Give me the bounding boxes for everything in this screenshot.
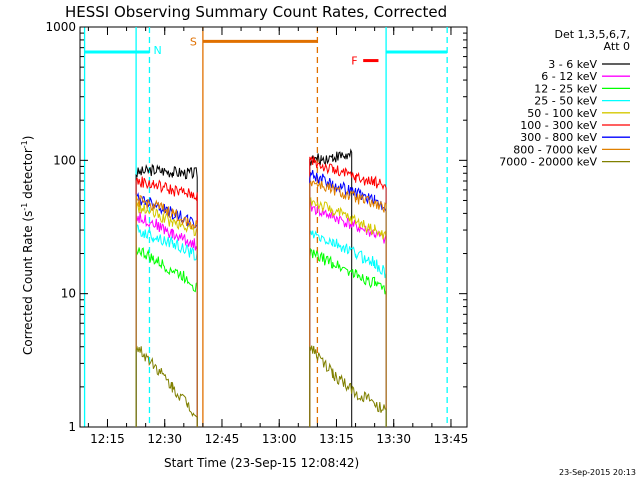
flag-label: F xyxy=(351,55,357,68)
series-line-800-7000-kev xyxy=(135,194,198,427)
series-line-3-6-kev xyxy=(309,148,353,427)
vertical-lines-layer xyxy=(83,27,448,427)
chart-title: HESSI Observing Summary Count Rates, Cor… xyxy=(65,3,447,21)
y-tick-label: 100 xyxy=(53,153,76,167)
series-line-50-100-kev xyxy=(135,202,198,427)
x-tick-label: 13:00 xyxy=(262,432,297,446)
series-line-7000-20000-kev xyxy=(309,345,387,427)
y-ticks-layer: 1 10 100 1000 xyxy=(45,20,467,434)
series-line-6-12-kev xyxy=(135,211,198,427)
legend-label: 12 - 25 keV xyxy=(534,82,597,95)
flag-layer: N S F xyxy=(84,35,448,68)
series-line-100-300-kev xyxy=(135,176,198,427)
timestamp: 23-Sep-2015 20:13 xyxy=(559,468,636,477)
series-line-12-25-kev xyxy=(135,244,198,427)
legend-label: 300 - 800 keV xyxy=(520,131,597,144)
x-ticks-layer: 12:15 12:30 12:45 13:00 13:15 13:30 13:45 xyxy=(87,27,469,446)
flag-label: N xyxy=(153,44,161,57)
series-line-50-100-kev xyxy=(309,196,387,427)
series-line-7000-20000-kev xyxy=(135,345,198,427)
series-line-300-800-kev xyxy=(135,192,198,427)
y-tick-label: 1 xyxy=(68,420,76,434)
x-tick-label: 12:45 xyxy=(205,432,240,446)
series-line-100-300-kev xyxy=(309,155,387,427)
legend-label: 25 - 50 keV xyxy=(534,95,597,108)
legend-label: 100 - 300 keV xyxy=(520,119,597,132)
x-axis-label: Start Time (23-Sep-15 12:08:42) xyxy=(164,456,359,470)
x-tick-label: 13:30 xyxy=(376,432,411,446)
y-tick-label: 1000 xyxy=(45,20,76,34)
legend-label: 6 - 12 keV xyxy=(541,70,597,83)
legend-label: 50 - 100 keV xyxy=(527,107,597,120)
flag-label: S xyxy=(190,35,197,48)
series-line-25-50-kev xyxy=(309,230,387,427)
y-tick-label: 10 xyxy=(61,287,76,301)
x-tick-label: 13:45 xyxy=(434,432,469,446)
legend-label: 7000 - 20000 keV xyxy=(499,156,597,169)
legend-label: 3 - 6 keV xyxy=(548,58,597,71)
series-line-3-6-kev xyxy=(135,163,198,427)
series-line-25-50-kev xyxy=(135,223,198,427)
x-tick-label: 13:15 xyxy=(319,432,354,446)
series-line-800-7000-kev xyxy=(309,180,387,427)
legend-header-detectors: Det 1,3,5,6,7, xyxy=(554,28,630,41)
x-tick-label: 12:15 xyxy=(90,432,125,446)
series-line-12-25-kev xyxy=(309,247,387,427)
legend-header-attenuator: Att 0 xyxy=(604,40,630,53)
x-tick-label: 12:30 xyxy=(147,432,182,446)
series-layer xyxy=(135,148,387,427)
y-axis-label: Corrected Count Rate (s-1 detector-1) xyxy=(20,136,35,355)
legend-label: 800 - 7000 keV xyxy=(513,143,597,156)
series-line-6-12-kev xyxy=(309,199,387,427)
series-line-300-800-kev xyxy=(309,169,387,427)
plot-frame xyxy=(79,26,468,428)
